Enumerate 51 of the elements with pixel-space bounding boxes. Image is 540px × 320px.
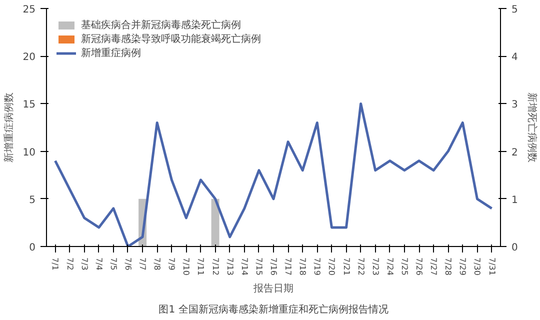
y2-tick-label: 0 — [512, 242, 518, 254]
y-tick-label: 10 — [22, 147, 36, 158]
y-tick-label: 25 — [22, 4, 36, 16]
x-tick-label: 7/27 — [429, 258, 438, 276]
x-tick-label: 7/1 — [50, 258, 60, 270]
x-tick-label: 7/25 — [400, 258, 409, 276]
x-tick-label: 7/23 — [370, 258, 380, 276]
x-tick-label: 7/2 — [65, 258, 74, 270]
x-tick-label: 7/29 — [458, 258, 468, 276]
x-tick-label: 7/14 — [240, 258, 249, 276]
x-tick-label: 7/30 — [472, 258, 482, 276]
y-tick-label: 15 — [22, 100, 36, 111]
x-tick-label: 7/8 — [152, 258, 162, 270]
y2-tick-label: 1 — [512, 194, 518, 206]
x-tick-label: 7/26 — [414, 258, 424, 276]
legend-label: 新冠病毒感染导致呼吸功能衰竭死亡病例 — [81, 32, 261, 46]
x-tick-label: 7/17 — [284, 258, 293, 276]
x-tick-label: 7/7 — [138, 258, 148, 270]
y2-axis-title: 新增死亡病例数 — [526, 92, 538, 162]
x-tick-label: 7/13 — [225, 258, 234, 276]
x-tick-label: 7/9 — [167, 258, 176, 270]
x-tick-label: 7/4 — [94, 258, 104, 270]
y-tick-label: 5 — [29, 194, 36, 206]
y-axis-title: 新增重症病例数 — [2, 92, 15, 162]
y-tick-label: 20 — [22, 52, 36, 64]
text: 图1 全国新冠病毒感染新增重症和死亡病例报告情况 — [158, 304, 388, 316]
x-tick-label: 7/19 — [312, 258, 322, 276]
x-tick-label: 7/22 — [356, 258, 366, 276]
x-tick-label: 7/11 — [196, 258, 206, 276]
x-tick-label: 7/5 — [108, 258, 118, 270]
x-tick-label: 7/16 — [269, 258, 278, 276]
y2-tick-label: 3 — [512, 100, 518, 111]
x-axis-title: 报告日期 — [252, 282, 294, 294]
x-tick-label: 7/28 — [444, 258, 453, 276]
x-tick-label: 7/10 — [182, 258, 191, 276]
y2-tick-label: 5 — [512, 4, 518, 16]
x-tick-label: 7/18 — [298, 258, 308, 276]
y2-tick-label: 2 — [512, 147, 518, 158]
x-tick-label: 7/24 — [385, 258, 394, 276]
x-tick-label: 7/21 — [342, 258, 351, 276]
x-tick-label: 7/12 — [210, 258, 220, 276]
legend-label: 基础疾病合并新冠病毒感染死亡病例 — [81, 18, 241, 32]
legend-label: 新增重症病例 — [81, 46, 141, 60]
x-tick-label: 7/31 — [487, 258, 496, 276]
x-tick-label: 7/20 — [327, 258, 336, 276]
y2-tick-label: 4 — [512, 52, 518, 64]
x-tick-label: 7/3 — [80, 258, 89, 270]
x-tick-label: 7/15 — [254, 258, 264, 276]
line-series — [54, 102, 494, 246]
y-tick-label: 0 — [29, 242, 36, 254]
x-tick-label: 7/6 — [123, 258, 132, 270]
